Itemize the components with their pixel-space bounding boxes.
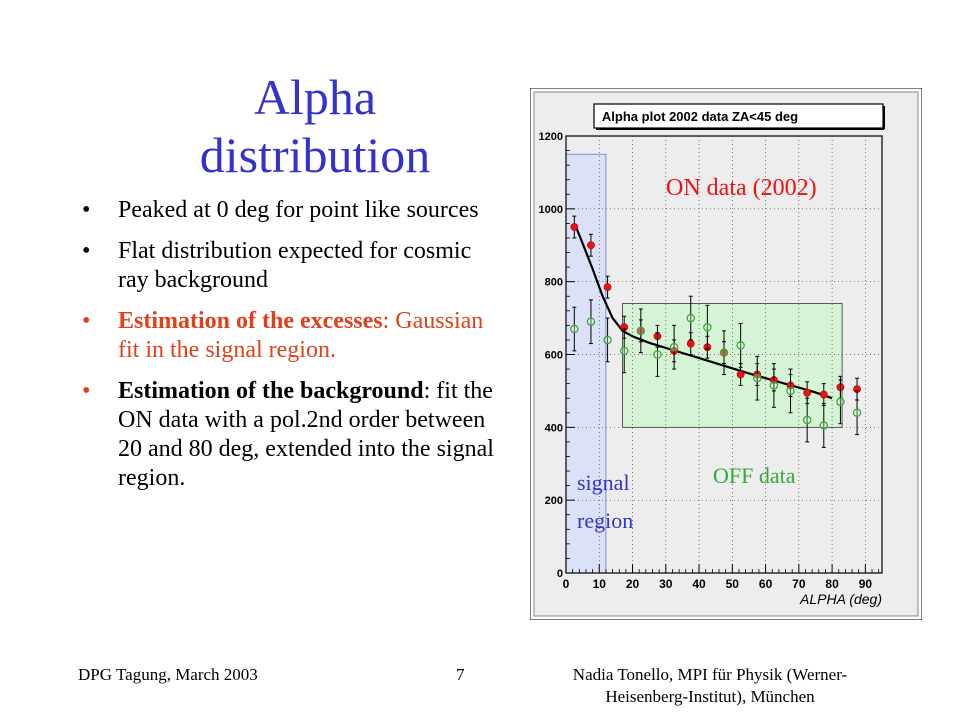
- off-data-point: [603, 335, 612, 345]
- off-data-label: OFF data: [713, 463, 796, 488]
- bullet-item-background: • Estimation of the background: fit the …: [82, 377, 502, 493]
- bullet-dot-icon: •: [82, 197, 91, 223]
- bullet-list: • Peaked at 0 deg for point like sources…: [82, 196, 502, 505]
- title-line-2: distribution: [199, 127, 431, 183]
- x-tick-label: 40: [692, 577, 706, 591]
- region-label: region: [577, 508, 633, 533]
- footer-right-line-1: Nadia Tonello, MPI für Physik (Werner-: [572, 665, 848, 684]
- off-data-point: [852, 408, 862, 418]
- bullet-text: : fit the ON data with a pol.2nd order b…: [118, 378, 494, 491]
- x-tick-label: 80: [825, 577, 839, 591]
- x-tick-label: 70: [792, 577, 806, 591]
- bullet-text: Peaked at 0 deg for point like sources: [118, 197, 479, 223]
- y-tick-label: 1200: [539, 131, 563, 143]
- off-data-point: [586, 317, 596, 326]
- on-data-point: [570, 223, 579, 231]
- x-tick-label: 10: [593, 577, 607, 591]
- y-tick-label: 200: [545, 495, 563, 507]
- x-tick-label: 20: [626, 577, 640, 591]
- x-tick-label: 60: [759, 577, 773, 591]
- off-data-point: [836, 397, 845, 407]
- y-tick-label: 800: [545, 277, 563, 289]
- x-tick-label: 90: [859, 577, 873, 591]
- plot-title-box: [593, 103, 884, 129]
- alpha-plot: 0 10 20 30 40 50 60 70 80 90 0 200 400 600 800 1000 1200…: [530, 88, 922, 620]
- bullet-text: : Gaussian fit in the signal region.: [118, 308, 484, 363]
- bullet-item: • Flat distribution expected for cosmic …: [82, 237, 502, 295]
- footer-left: DPG Tagung, March 2003: [78, 665, 258, 684]
- on-data-label: ON data (2002): [666, 175, 817, 201]
- pol2-fit-curve: [574, 226, 833, 400]
- off-data-point: [802, 415, 812, 425]
- off-data-point: [653, 350, 662, 359]
- x-tick-label: 50: [726, 577, 740, 591]
- off-data-point: [736, 341, 745, 350]
- off-data-point: [636, 326, 646, 336]
- off-data-point: [703, 322, 712, 332]
- title-line-1: Alpha: [253, 69, 377, 125]
- off-data-point: [719, 348, 729, 357]
- off-data-point: [686, 313, 695, 323]
- on-data-point: [819, 390, 828, 399]
- slide-title: Alpha distribution: [140, 68, 490, 184]
- y-tick-label: 1000: [539, 204, 563, 216]
- off-data-point: [753, 373, 762, 383]
- bullet-lead: Estimation of the background: [118, 378, 424, 404]
- bullet-text: Flat distribution expected for cosmic ra…: [118, 238, 472, 293]
- on-data-point: [803, 388, 812, 397]
- bullet-dot-icon: •: [82, 308, 91, 334]
- off-data-point: [819, 421, 829, 430]
- bullet-dot-icon: •: [82, 238, 91, 264]
- x-tick-label: 30: [659, 577, 673, 591]
- bullet-lead: Estimation of the excesses: [118, 308, 383, 334]
- page-number: 7: [456, 665, 465, 684]
- footer-right: Nadia Tonello, MPI für Physik (Werner- H…: [540, 664, 880, 708]
- on-data-point: [603, 283, 612, 292]
- bullet-item-excesses: • Estimation of the excesses: Gaussian f…: [82, 307, 502, 365]
- on-data-point: [736, 370, 745, 379]
- off-data-point: [669, 342, 679, 352]
- plot-title: Alpha plot 2002 data ZA<45 deg: [602, 109, 798, 124]
- on-data-point: [587, 241, 595, 250]
- off-data-point: [570, 324, 579, 334]
- x-tick-label: 0: [563, 577, 570, 591]
- bullet-item: • Peaked at 0 deg for point like sources: [82, 196, 502, 225]
- y-tick-label: 0: [557, 568, 563, 580]
- x-axis-label: ALPHA (deg): [799, 591, 882, 607]
- y-tick-label: 600: [545, 350, 563, 362]
- off-data-point: [786, 386, 795, 396]
- signal-label: signal: [577, 470, 630, 495]
- on-data-point: [686, 339, 695, 348]
- footer-right-line-2: Heisenberg-Institut), München: [605, 687, 815, 706]
- alpha-plot-svg: 0 10 20 30 40 50 60 70 80 90 0 200 400 600 800 1000 1200…: [530, 88, 922, 620]
- bullet-dot-icon: •: [82, 378, 91, 404]
- off-data-point: [619, 346, 629, 356]
- y-tick-label: 400: [545, 422, 563, 434]
- off-data-point: [769, 381, 779, 390]
